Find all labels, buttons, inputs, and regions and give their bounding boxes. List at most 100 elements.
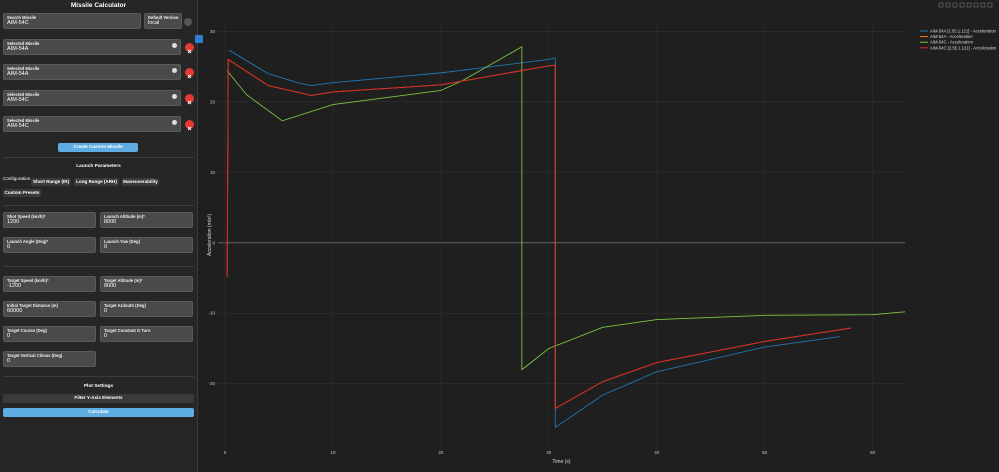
- input-field[interactable]: Search Missile AIM-54C: [3, 13, 141, 29]
- field-value: AIM-54C: [7, 97, 29, 103]
- toolbar-icon[interactable]: [938, 2, 944, 8]
- field-value: 1200: [7, 219, 20, 225]
- remove-button[interactable]: [185, 43, 194, 54]
- button-text: Custom Presets: [4, 190, 40, 195]
- toolbar-icon[interactable]: [973, 2, 979, 8]
- preset-button[interactable]: Maneuverability: [122, 178, 159, 186]
- toolbar-icon[interactable]: [959, 2, 965, 8]
- preset-button[interactable]: Short Range (IR): [31, 178, 71, 186]
- field-label: Launch Altitude (m)*: [104, 214, 145, 219]
- field-label: Target Vertical Climax (Deg): [7, 353, 63, 358]
- x-tick-label: 30: [546, 450, 552, 455]
- button-text: Create Custom Missile: [73, 144, 123, 149]
- field-value: AIM-54C: [7, 20, 29, 26]
- section-title: Plot Settings: [83, 384, 114, 389]
- input-field[interactable]: Target Altitude (m)* 8000: [100, 276, 193, 292]
- collapse-button[interactable]: [195, 35, 203, 43]
- info-icon[interactable]: [172, 120, 177, 125]
- field-value: 60000: [7, 308, 23, 314]
- toolbar-icon[interactable]: [966, 2, 972, 8]
- series-line: [229, 49, 841, 429]
- field-value: -1200: [7, 283, 22, 289]
- button-text: Short Range (IR): [32, 179, 70, 184]
- chart: -20 -10 0 10 20 30 0 10 20 30 40 50 60 Time (s) Accele…: [207, 2, 997, 465]
- legend-label: AIM-54A [2.55.1.121] - Acceleration: [930, 29, 997, 34]
- field-label: Selected Missile: [7, 66, 40, 71]
- field-value: 0: [104, 333, 108, 339]
- remove-button[interactable]: [185, 120, 194, 131]
- input-field[interactable]: Target Speed (km/h)* -1200: [3, 276, 96, 292]
- input-field[interactable]: Launch Altitude (m)* 8000: [100, 212, 193, 228]
- input-field[interactable]: Shot Speed (km/h)* 1200: [3, 212, 96, 228]
- field-label: Selected Missile: [7, 41, 40, 46]
- field-label: Default Version: [148, 15, 179, 20]
- info-icon[interactable]: [172, 94, 177, 99]
- calculate-button[interactable]: Calculate: [3, 408, 194, 417]
- input-field[interactable]: Target Vertical Climax (Deg) 0: [3, 351, 96, 367]
- field-value: AIM-54C: [7, 123, 29, 129]
- toolbar-icon[interactable]: [987, 2, 993, 8]
- field-label: Target Azimuth (Deg): [104, 303, 146, 308]
- info-icon[interactable]: [172, 68, 177, 73]
- field-label: Shot Speed (km/h)*: [7, 214, 46, 219]
- field-value: 0: [7, 244, 11, 250]
- field-label: Search Missile: [7, 15, 37, 20]
- preset-button[interactable]: Long Range (ARH): [74, 178, 119, 186]
- input-field[interactable]: Target Azimuth (Deg) 0: [100, 301, 193, 317]
- remove-button[interactable]: [185, 68, 194, 79]
- toolbar-icon[interactable]: [945, 2, 951, 8]
- input-field[interactable]: Selected Missile AIM-54C: [3, 116, 181, 132]
- x-tick-label: 0: [224, 450, 227, 455]
- x-tick-label: 50: [762, 450, 768, 455]
- remove-button[interactable]: [185, 94, 194, 105]
- field-value: 0: [7, 333, 11, 339]
- field-value: 0: [104, 308, 108, 314]
- x-tick-label: 10: [330, 450, 336, 455]
- field-label: Launch Yaw (Deg): [104, 239, 140, 244]
- info-icon[interactable]: [172, 43, 177, 48]
- field-label: Selected Missile: [7, 118, 40, 123]
- y-axis-title: Acceleration (m/s²): [207, 214, 213, 256]
- field-label: Target Speed (km/h)*: [7, 278, 49, 283]
- x-tick-label: 20: [438, 450, 444, 455]
- input-field[interactable]: Launch Yaw (Deg) 0: [100, 237, 193, 253]
- field-value: AIM-54A: [7, 71, 29, 77]
- legend-label: AIM-54C [2.55.1.121] - Acceleration: [930, 45, 997, 50]
- toolbar-icon[interactable]: [952, 2, 958, 8]
- input-field[interactable]: Target Course (Deg) 0: [3, 326, 96, 342]
- button-text: Filter Y-Axis Elements: [74, 395, 123, 400]
- field-value: 0: [104, 244, 108, 250]
- button-text: Long Range (ARH): [76, 179, 117, 184]
- input-field[interactable]: Launch Angle (Deg)* 0: [3, 237, 96, 253]
- field-label: Target Altitude (m)*: [104, 278, 143, 283]
- field-value: local: [148, 20, 160, 26]
- divider: [3, 376, 194, 377]
- section-title: Launch Parameters: [76, 164, 121, 169]
- x-axis-title: Time (s): [552, 459, 570, 465]
- input-field[interactable]: Selected Missile AIM-54A: [3, 64, 181, 80]
- preset-button[interactable]: Custom Presets: [3, 189, 41, 197]
- x-tick-label: 60: [870, 450, 876, 455]
- input-field[interactable]: Selected Missile AIM-54C: [3, 90, 181, 106]
- field-label: Target Course (Deg): [7, 328, 47, 333]
- y-tick-label: -10: [208, 311, 215, 316]
- button-text: Maneuverability: [123, 179, 158, 184]
- field-label: Launch Angle (Deg)*: [7, 239, 49, 244]
- divider: [3, 205, 194, 206]
- series-line: [226, 46, 906, 371]
- input-field[interactable]: Selected Missile AIM-54A: [3, 39, 181, 55]
- y-tick-label: 0: [212, 240, 215, 245]
- config-label: Configuration: [3, 176, 31, 181]
- divider: [3, 266, 194, 267]
- create-button[interactable]: Create Custom Missile: [58, 143, 138, 152]
- legend-label: AIM-54C - Acceleration: [930, 40, 974, 45]
- toolbar-icon[interactable]: [980, 2, 986, 8]
- sidebar-title: Missile Calculator: [70, 2, 127, 9]
- divider: [3, 157, 194, 158]
- input-field[interactable]: Target Constant G Turn 0: [100, 326, 193, 342]
- filter-button[interactable]: Filter Y-Axis Elements: [3, 394, 194, 403]
- clear-button[interactable]: [184, 18, 192, 26]
- input-field[interactable]: Default Version local: [144, 13, 182, 29]
- input-field[interactable]: Initial Target Distance (m) 60000: [3, 301, 96, 317]
